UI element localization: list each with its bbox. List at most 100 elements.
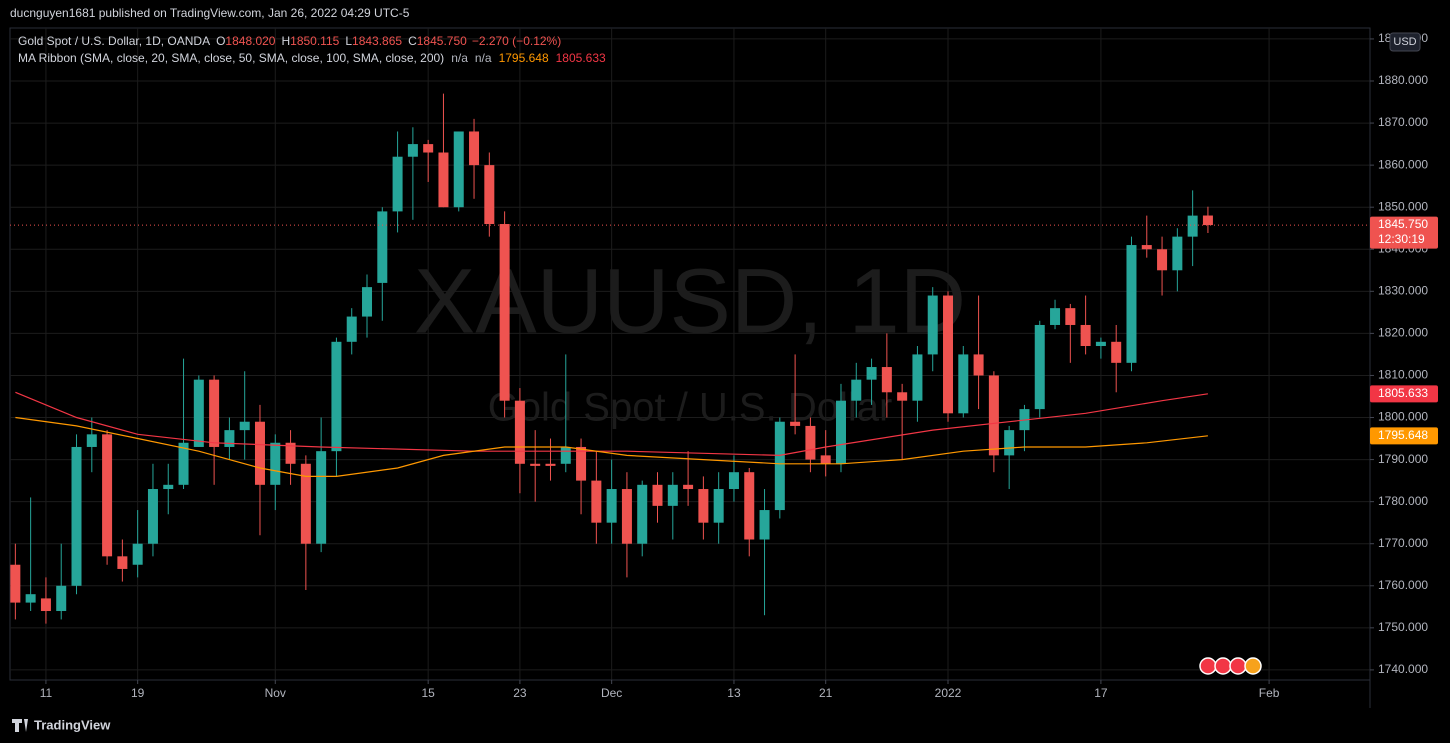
legend-field-value: 1843.865 [352,34,402,48]
candle-body [392,156,403,212]
watermark-title: XAUUSD, 1D [414,250,966,352]
moving-average-line [15,391,1208,457]
watermark-subtitle: Gold Spot / U.S. Dollar [488,386,893,430]
candle-body [224,430,235,447]
candle-body [545,463,556,466]
legend-field-value: 1845.750 [417,34,467,48]
candle-body [163,484,174,490]
candle-body [1050,308,1061,325]
legend-indicator-value: 1795.648 [499,51,549,65]
candle-body [362,287,373,317]
x-tick-label: Dec [601,686,622,700]
x-tick-label: 23 [513,686,527,700]
price-countdown: 12:30:19 [1378,232,1425,246]
candle-body [621,489,632,544]
legend-field-value: 1850.115 [290,34,339,48]
watermark: XAUUSD, 1D Gold Spot / U.S. Dollar [414,250,966,429]
legend-field-key: L [345,34,352,48]
candle-body [1141,245,1152,250]
candle-body [713,489,724,523]
price-label: 1845.750 [1378,217,1428,231]
x-tick-label: 19 [131,686,145,700]
candle-body [683,484,694,490]
candle-body [759,510,770,540]
currency-button[interactable] [1389,32,1421,52]
candle-body [209,379,220,447]
candle-body [1111,341,1122,363]
candle-body [514,400,525,464]
candle-body [1157,249,1168,271]
candle-body [1172,236,1183,271]
publish-note: ducnguyen1681 published on TradingView.c… [10,6,410,20]
candle-body [423,144,434,153]
candle-body [469,131,480,166]
price-label-box [1370,427,1438,445]
y-tick-label: 1760.000 [1378,578,1428,592]
candle-body [912,354,923,401]
y-tick-label: 1790.000 [1378,452,1428,466]
legend-field-key: H [281,34,290,48]
candle-body [973,354,984,376]
logo [12,719,28,732]
legend-indicator-value: n/a [451,51,468,65]
candle-body [438,152,449,208]
candle-body [300,463,311,544]
y-tick-label: 1810.000 [1378,368,1428,382]
candle-body [40,598,51,612]
y-tick-label: 1780.000 [1378,494,1428,508]
candle-body [835,400,846,464]
candle-body [1034,324,1045,410]
price-label-box [1370,385,1438,403]
candle-body [407,144,418,157]
plot-area [9,27,1371,681]
candle-body [254,421,265,485]
candle-body [377,211,388,283]
price-label: 1795.648 [1378,428,1428,442]
candle-body [270,442,281,485]
flag[interactable] [1199,657,1217,675]
candle-body [1095,341,1106,347]
candle-body [10,564,21,603]
candle-body [744,472,755,540]
candle-body [86,434,97,447]
candle-body [117,556,128,569]
candle-body [576,446,587,481]
candle-body [774,421,785,511]
candle-body [851,379,862,401]
candle-body [606,489,617,523]
candle-body [71,446,82,586]
x-tick-label: Feb [1259,686,1280,700]
candle-body [193,379,204,447]
moving-average-line [15,416,1208,477]
event-flags[interactable] [1199,657,1262,675]
legend-indicator-value: 1805.633 [556,51,606,65]
y-tick-label: 1850.000 [1378,199,1428,213]
x-tick-label: 2022 [935,686,962,700]
y-tick-label: 1880.000 [1378,73,1428,87]
flag[interactable] [1214,657,1232,675]
x-tick-label: Nov [265,686,286,700]
x-tick-label: 17 [1094,686,1108,700]
y-tick-label: 1750.000 [1378,620,1428,634]
candle-body [881,367,892,393]
x-tick-label: 15 [421,686,435,700]
candle-body [805,425,816,460]
y-tick-label: 1740.000 [1378,662,1428,676]
flag[interactable] [1244,657,1262,675]
candle-body [1126,245,1137,363]
legend-change: −2.270 (−0.12%) [472,34,561,48]
candle-body [958,354,969,414]
candle-body [1065,308,1076,325]
footer-bar [0,708,1450,743]
candle-body [1202,215,1213,226]
y-tick-label: 1870.000 [1378,115,1428,129]
y-tick-label: 1800.000 [1378,410,1428,424]
footer-brand: TradingView [34,717,111,732]
candle-body [667,484,678,506]
candle-body [530,463,541,466]
flag[interactable] [1229,657,1247,675]
candle-body [331,341,342,452]
candle-body [25,594,36,603]
candle-body [790,421,801,426]
